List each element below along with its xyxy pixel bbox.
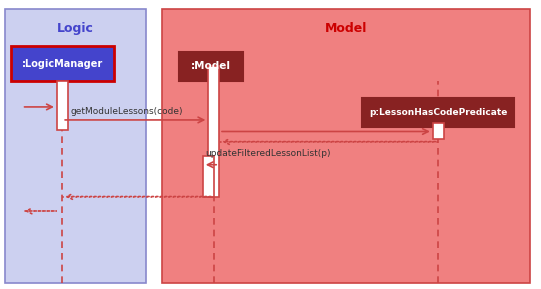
Bar bbox=[162, 9, 530, 283]
Text: :LogicManager: :LogicManager bbox=[22, 59, 103, 68]
Bar bbox=[433, 123, 444, 139]
Bar bbox=[11, 46, 114, 81]
Bar bbox=[208, 66, 219, 197]
Bar bbox=[57, 81, 68, 130]
Text: p:LessonHasCodePredicate: p:LessonHasCodePredicate bbox=[369, 108, 507, 117]
Text: getModuleLessons(code): getModuleLessons(code) bbox=[70, 107, 183, 116]
Bar bbox=[179, 52, 243, 81]
Bar bbox=[362, 98, 514, 127]
Bar bbox=[203, 156, 214, 197]
Bar bbox=[5, 9, 146, 283]
Text: Model: Model bbox=[325, 22, 367, 35]
Text: Logic: Logic bbox=[57, 22, 94, 35]
Text: :Model: :Model bbox=[191, 62, 231, 71]
Text: updateFilteredLessonList(p): updateFilteredLessonList(p) bbox=[206, 149, 331, 158]
